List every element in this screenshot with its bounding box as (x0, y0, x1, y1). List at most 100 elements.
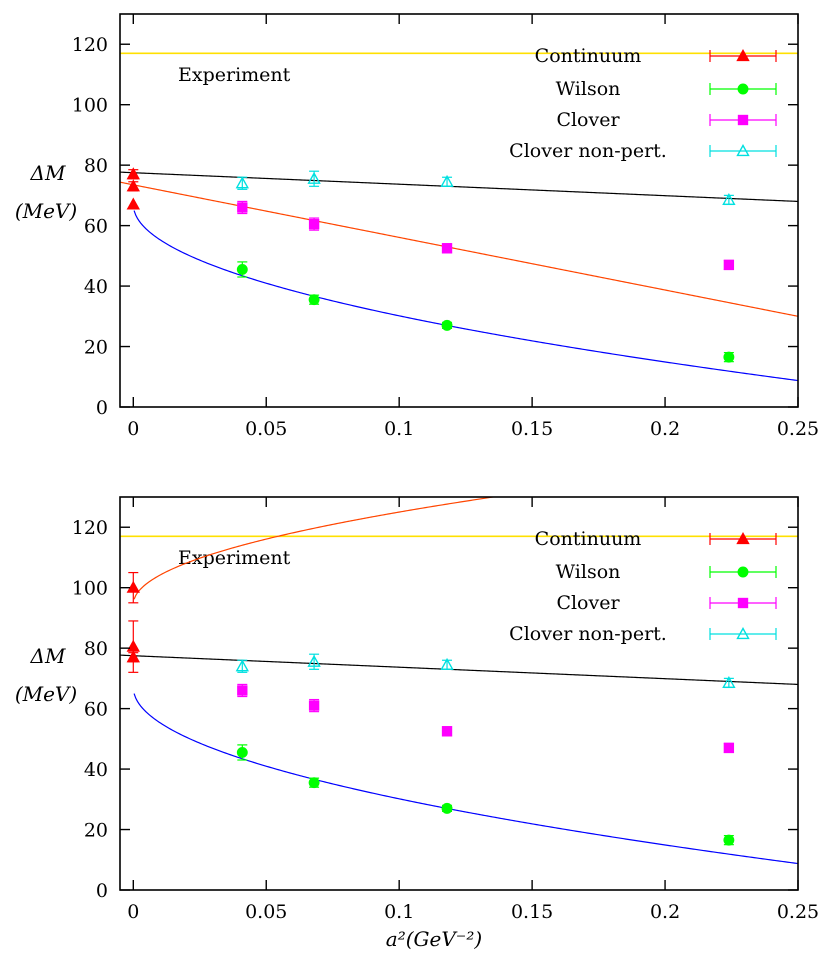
series-clover-non-pert- (235, 170, 736, 206)
series-wilson (236, 261, 735, 363)
y-tick-label: 80 (84, 638, 108, 660)
data-point (308, 294, 320, 306)
data-point (723, 742, 735, 754)
series-continuum (126, 167, 140, 210)
y-tick-label: 40 (84, 759, 108, 781)
experiment-label: Experiment (178, 64, 291, 86)
y-tick-label: 20 (84, 820, 108, 842)
data-point (308, 777, 320, 789)
legend: Continuum Wilson Clover Clover non-pert. (509, 528, 777, 645)
x-tick-label: 0 (127, 418, 139, 440)
data-point (307, 654, 321, 667)
y-tick-label: 0 (96, 397, 108, 419)
legend-label: Clover non-pert. (509, 140, 667, 162)
x-axis-label: a²(GeV⁻²) (386, 927, 482, 951)
series-continuum (126, 571, 140, 673)
data-point (236, 264, 248, 275)
y-tick-label: 120 (72, 34, 108, 56)
y-tick-label: 40 (84, 276, 108, 298)
legend-label: Wilson (556, 78, 621, 100)
legend-marker (736, 144, 750, 157)
y-tick-label: 60 (84, 216, 108, 238)
data-point (723, 259, 735, 271)
data-point (723, 834, 735, 846)
chart-panel-bottom: Experiment Continuum Wilson Clover Clover no… (15, 496, 819, 951)
x-tick-label: 0.15 (511, 418, 553, 440)
data-point (236, 747, 248, 758)
x-tick-label: 0.25 (777, 418, 819, 440)
x-tick-label: 0.25 (777, 901, 819, 923)
y-axis-unit: (MeV) (15, 199, 77, 223)
x-tick-label: 0 (127, 901, 139, 923)
legend-marker (736, 532, 750, 545)
fit-line-0 (133, 210, 798, 382)
x-tick-label: 0.05 (245, 901, 287, 923)
y-axis-unit: (MeV) (15, 682, 77, 706)
plot-frame (119, 496, 799, 891)
data-point (126, 197, 140, 210)
fit-line-0 (133, 693, 798, 865)
data-point (235, 176, 249, 189)
y-tick-label: 80 (84, 155, 108, 177)
data-point (722, 192, 736, 206)
y-tick-label: 0 (96, 880, 108, 902)
series-wilson (236, 744, 735, 846)
y-axis-label: ΔM (30, 161, 66, 185)
y-tick-label: 100 (72, 578, 108, 600)
series-clover (237, 683, 735, 754)
data-point (237, 202, 248, 213)
legend-marker (736, 49, 750, 62)
legend-label: Clover non-pert. (509, 623, 667, 645)
legend: Continuum Wilson Clover Clover non-pert. (509, 45, 777, 162)
legend-label: Clover (556, 109, 620, 131)
y-tick-label: 120 (72, 517, 108, 539)
data-point (722, 675, 736, 689)
y-axis-label: ΔM (30, 644, 66, 668)
data-point (126, 179, 140, 192)
y-tick-label: 60 (84, 699, 108, 721)
data-point (441, 802, 453, 814)
legend-label: Clover (556, 592, 620, 614)
data-point (126, 639, 140, 652)
fit-line-1 (120, 181, 798, 317)
series-clover (237, 200, 735, 271)
chart-panel-top: Experiment Continuum Wilson Clover Clover no… (15, 13, 819, 440)
fit-curves (120, 497, 798, 865)
data-point (441, 726, 453, 737)
data-point (308, 218, 320, 230)
data-point (307, 171, 321, 184)
legend-label: Wilson (556, 561, 621, 583)
x-tick-label: 0.2 (650, 901, 680, 923)
axis-ticks: 0 0.05 0.1 0.15 0.2 0.25 0 20 40 60 80 100 120 (72, 497, 819, 923)
experiment-label: Experiment (178, 547, 291, 569)
x-tick-label: 0.05 (245, 418, 287, 440)
x-tick-label: 0.2 (650, 418, 680, 440)
fit-curves (120, 171, 798, 382)
data-point (441, 243, 453, 254)
data-point (723, 351, 735, 363)
legend-marker (737, 114, 749, 126)
data-point (126, 167, 140, 180)
y-tick-label: 100 (72, 95, 108, 117)
axis-ticks: 0 0.05 0.1 0.15 0.2 0.25 0 20 40 60 80 100 120 (72, 14, 819, 440)
x-tick-label: 0.1 (384, 418, 414, 440)
fit-line-2 (120, 171, 798, 203)
legend-label: Continuum (535, 45, 642, 67)
legend-marker (737, 566, 749, 578)
plot-frame (119, 13, 799, 408)
legend-label: Continuum (535, 528, 642, 550)
data-point (440, 657, 454, 670)
y-tick-label: 20 (84, 337, 108, 359)
data-point (441, 319, 453, 331)
data-point (126, 650, 140, 663)
legend-marker (737, 83, 749, 95)
data-point (126, 580, 140, 593)
data-point (440, 174, 454, 187)
data-point (308, 700, 320, 711)
series-clover-non-pert- (235, 653, 736, 689)
legend-marker (736, 627, 750, 640)
x-tick-label: 0.1 (384, 901, 414, 923)
data-point (237, 685, 248, 696)
fit-line-2 (120, 654, 798, 686)
